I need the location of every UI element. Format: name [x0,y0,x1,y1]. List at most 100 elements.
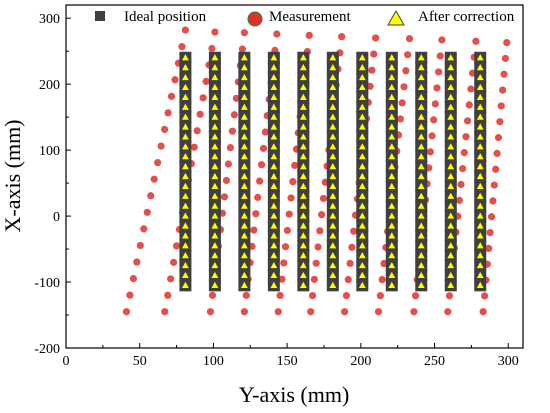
after-correction-point [182,271,189,279]
measurement-point [310,275,318,283]
measurement-point [242,291,250,299]
measurement-point [206,308,215,316]
measurement-point [196,110,204,118]
after-correction-point [476,192,484,199]
after-correction-point [182,153,189,160]
after-correction-point [182,113,189,120]
measurement-point [285,210,293,218]
after-correction-point [358,113,366,120]
measurement-point [228,127,237,135]
after-correction-point [417,192,425,199]
measurement-point [479,308,487,316]
after-correction-point [299,93,307,100]
after-correction-point [388,232,396,239]
after-correction-point [476,73,484,81]
measurement-point [170,258,178,266]
after-correction-point [211,54,219,61]
after-correction-point [447,153,455,160]
after-correction-point [329,261,337,269]
after-correction-point [476,222,484,229]
y-tick-label: -200 [34,342,60,357]
y-tick-label: 0 [53,210,60,225]
after-correction-point [447,64,455,71]
after-correction-point [329,222,337,229]
after-correction-point [358,271,366,279]
after-correction-point [240,202,248,209]
after-correction-point [329,271,337,279]
legend-label-ideal-position: Ideal position [124,9,207,25]
after-correction-point [447,261,455,269]
measurement-point [276,291,284,300]
after-correction-point [417,123,425,130]
after-correction-point [211,261,219,269]
measurement-point [289,178,297,186]
measurement-point [291,161,299,169]
after-correction-point [358,222,366,229]
after-correction-point [329,93,337,100]
after-correction-point [182,123,189,130]
after-correction-point [299,261,307,269]
after-correction-point [182,261,189,269]
after-correction-point [447,242,455,249]
measurement-point [494,133,503,142]
after-correction-point [476,172,484,180]
after-correction-point [211,93,219,100]
after-correction-point [270,222,278,229]
after-correction-point [476,242,484,249]
after-correction-point [182,222,189,229]
after-correction-point [211,252,219,259]
after-correction-point [299,64,307,71]
after-correction-point [240,54,248,61]
after-correction-point [388,73,396,81]
after-correction-point [358,93,366,100]
after-correction-point [417,73,425,81]
after-correction-point [388,281,396,288]
after-correction-point [417,93,425,100]
measurement-point [348,243,356,251]
after-correction-point [476,202,484,209]
after-correction-point [270,192,278,199]
measurement-point [318,211,326,219]
after-correction-point [211,163,219,170]
after-correction-point [417,143,425,150]
after-correction-point [270,93,278,100]
measurement-point [431,100,439,108]
legend-marker-measurement [247,11,263,27]
after-correction-point [388,212,396,219]
chart-marks [122,26,511,316]
y-tick-label: 200 [39,78,60,93]
after-correction-point [329,103,337,110]
measurement-point [436,52,444,60]
after-correction-point [358,232,366,239]
after-correction-point [417,252,425,259]
measurement-point [167,92,176,100]
after-correction-point [211,192,219,199]
measurement-point [254,193,262,201]
measurement-point [238,45,246,53]
after-correction-point [182,242,189,249]
after-correction-point [211,103,219,110]
after-correction-point [240,163,248,170]
measurement-point [376,292,384,300]
after-correction-point [358,252,366,259]
after-correction-point [358,103,366,110]
after-correction-point [329,64,337,71]
measurement-point [378,275,386,284]
after-correction-point [211,73,219,81]
measurement-point [250,226,258,234]
measurement-point [171,76,179,84]
after-correction-point [270,271,278,279]
after-correction-point [476,123,484,130]
measurement-point [240,308,248,316]
measurement-point [489,197,497,205]
after-correction-point [299,252,307,259]
after-correction-point [476,143,484,150]
measurement-point [122,308,131,316]
after-correction-point [417,261,425,269]
after-correction-point [240,73,248,81]
after-correction-point [182,103,189,110]
after-correction-point [270,64,278,71]
measurement-point [433,84,441,92]
measurement-point [316,227,324,235]
after-correction-point [211,182,219,189]
